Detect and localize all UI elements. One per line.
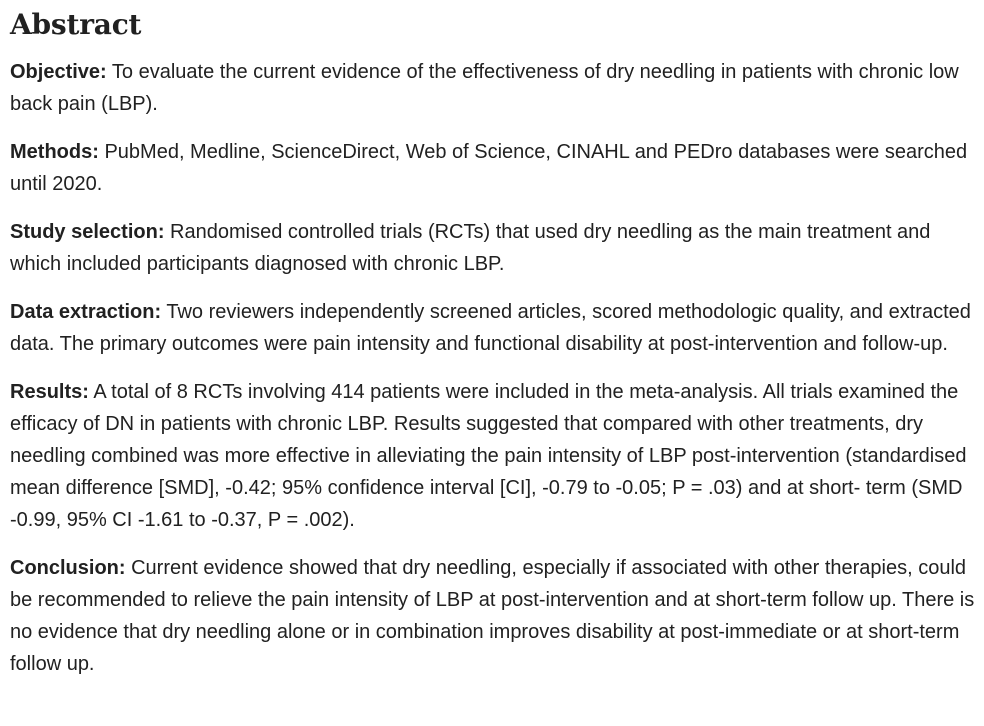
methods-label: Methods: [10,141,99,163]
objective-label: Objective: [10,61,107,83]
conclusion-paragraph: Conclusion: Current evidence showed that… [10,552,978,680]
results-paragraph: Results: A total of 8 RCTs involving 414… [10,376,978,536]
study-selection-text: Randomised controlled trials (RCTs) that… [10,221,931,275]
abstract-heading: Abstract [10,8,142,41]
objective-paragraph: Objective: To evaluate the current evide… [10,56,978,120]
data-extraction-paragraph: Data extraction: Two reviewers independe… [10,296,978,360]
results-label: Results: [10,381,89,403]
abstract-section: Abstract Objective: To evaluate the curr… [10,0,978,696]
objective-text: To evaluate the current evidence of the … [10,61,959,115]
conclusion-text: Current evidence showed that dry needlin… [10,557,975,675]
results-text: A total of 8 RCTs involving 414 patients… [10,381,967,531]
methods-text: PubMed, Medline, ScienceDirect, Web of S… [10,141,968,195]
study-selection-label: Study selection: [10,221,165,243]
data-extraction-text: Two reviewers independently screened art… [10,301,971,355]
data-extraction-label: Data extraction: [10,301,162,323]
conclusion-label: Conclusion: [10,557,126,579]
study-selection-paragraph: Study selection: Randomised controlled t… [10,216,978,280]
methods-paragraph: Methods: PubMed, Medline, ScienceDirect,… [10,136,978,200]
